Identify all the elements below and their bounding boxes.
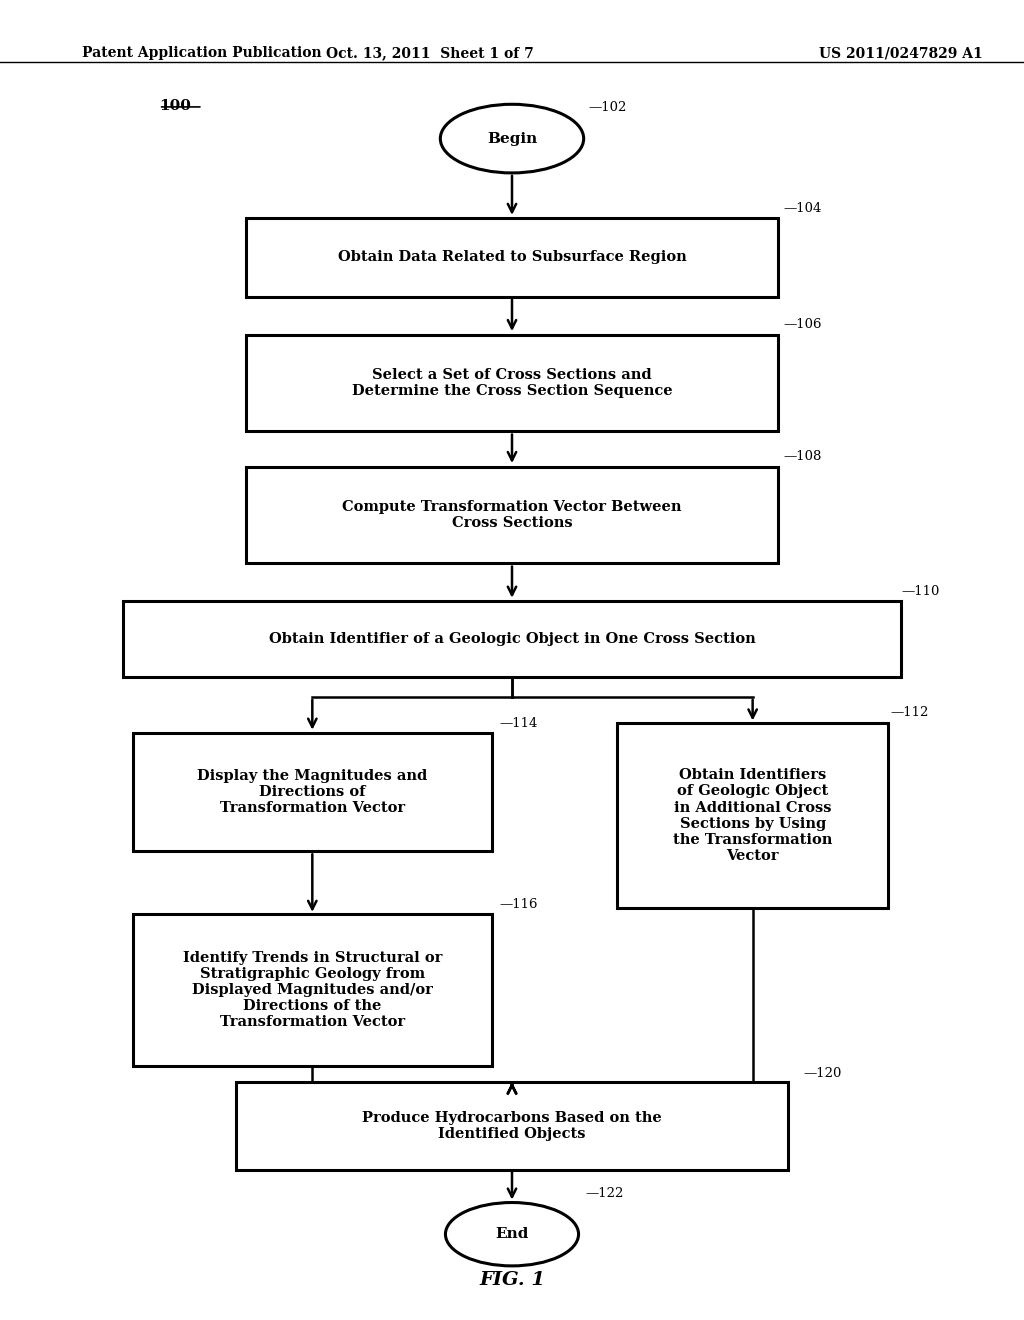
Ellipse shape [440, 104, 584, 173]
Text: —112: —112 [891, 706, 929, 719]
Text: Begin: Begin [486, 132, 538, 145]
FancyBboxPatch shape [246, 335, 778, 430]
Ellipse shape [445, 1203, 579, 1266]
Text: Obtain Data Related to Subsurface Region: Obtain Data Related to Subsurface Region [338, 251, 686, 264]
FancyBboxPatch shape [133, 733, 492, 851]
Text: —102: —102 [589, 100, 627, 114]
Text: Produce Hydrocarbons Based on the
Identified Objects: Produce Hydrocarbons Based on the Identi… [362, 1111, 662, 1140]
Text: Select a Set of Cross Sections and
Determine the Cross Section Sequence: Select a Set of Cross Sections and Deter… [351, 368, 673, 397]
Text: —116: —116 [500, 898, 539, 911]
FancyBboxPatch shape [246, 218, 778, 297]
Text: —106: —106 [783, 318, 822, 331]
FancyBboxPatch shape [616, 723, 889, 908]
Text: —110: —110 [901, 585, 939, 598]
Text: —122: —122 [586, 1187, 624, 1200]
Text: —114: —114 [500, 717, 538, 730]
Text: Compute Transformation Vector Between
Cross Sections: Compute Transformation Vector Between Cr… [342, 500, 682, 529]
Text: Identify Trends in Structural or
Stratigraphic Geology from
Displayed Magnitudes: Identify Trends in Structural or Stratig… [182, 950, 442, 1030]
Text: —120: —120 [804, 1067, 842, 1080]
FancyBboxPatch shape [123, 602, 901, 676]
FancyBboxPatch shape [246, 467, 778, 562]
Text: US 2011/0247829 A1: US 2011/0247829 A1 [819, 46, 983, 61]
Text: Obtain Identifier of a Geologic Object in One Cross Section: Obtain Identifier of a Geologic Object i… [268, 632, 756, 645]
Text: Obtain Identifiers
of Geologic Object
in Additional Cross
Sections by Using
the : Obtain Identifiers of Geologic Object in… [673, 768, 833, 863]
Text: Oct. 13, 2011  Sheet 1 of 7: Oct. 13, 2011 Sheet 1 of 7 [327, 46, 534, 61]
Text: FIG. 1: FIG. 1 [479, 1271, 545, 1290]
Text: End: End [496, 1228, 528, 1241]
Text: Display the Magnitudes and
Directions of
Transformation Vector: Display the Magnitudes and Directions of… [198, 768, 427, 816]
Text: 100: 100 [159, 99, 190, 114]
Text: —104: —104 [783, 202, 821, 215]
FancyBboxPatch shape [236, 1082, 788, 1170]
FancyBboxPatch shape [133, 913, 492, 1067]
Text: —108: —108 [783, 450, 821, 463]
Text: Patent Application Publication: Patent Application Publication [82, 46, 322, 61]
